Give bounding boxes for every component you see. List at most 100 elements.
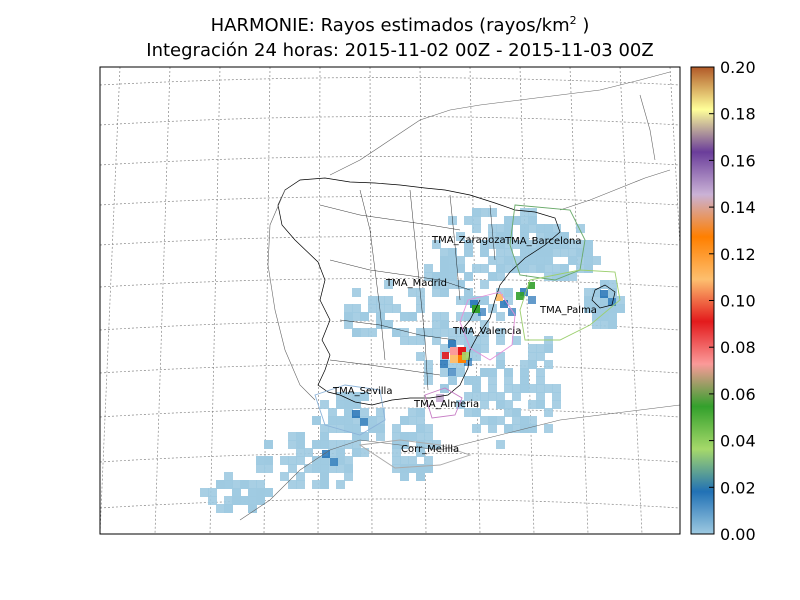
france-coast xyxy=(329,71,671,211)
density-cell xyxy=(288,464,297,473)
density-cell xyxy=(520,368,529,377)
density-cell xyxy=(478,308,486,316)
coastline xyxy=(277,177,616,406)
density-cell xyxy=(584,296,593,305)
density-cell xyxy=(464,248,473,257)
density-cell xyxy=(352,328,361,337)
density-cell xyxy=(424,464,433,473)
density-cell xyxy=(432,336,441,345)
density-cell xyxy=(400,472,409,481)
density-cell xyxy=(496,352,505,361)
density-cell xyxy=(544,336,553,345)
density-cell xyxy=(216,504,225,513)
density-cell xyxy=(440,248,449,257)
colorbar-gradient xyxy=(691,67,714,534)
density-cell xyxy=(376,296,385,305)
density-cell xyxy=(450,355,458,363)
density-cell xyxy=(568,272,577,281)
density-cell xyxy=(504,256,513,265)
density-cell xyxy=(416,336,425,345)
density-cell xyxy=(488,256,497,265)
density-cell xyxy=(504,248,513,257)
density-cell xyxy=(480,328,489,337)
density-cell xyxy=(496,240,505,249)
density-cell xyxy=(488,208,497,217)
density-cell xyxy=(376,424,385,433)
colorbar-tick-label: 0.02 xyxy=(720,478,756,497)
density-cell xyxy=(256,488,265,497)
density-cell xyxy=(504,424,513,433)
density-cell xyxy=(464,240,473,249)
density-cell xyxy=(512,264,521,273)
colorbar-tick-label: 0.06 xyxy=(720,385,756,404)
density-cell xyxy=(436,394,444,402)
density-cell xyxy=(488,376,497,385)
density-cell xyxy=(384,320,393,329)
density-cell xyxy=(368,304,377,313)
colorbar-tick-label: 0.18 xyxy=(720,105,756,124)
density-cell xyxy=(480,392,489,401)
density-cell xyxy=(456,328,465,337)
density-cell xyxy=(480,248,489,257)
density-cell xyxy=(296,448,305,457)
density-cell xyxy=(376,432,385,441)
density-cell xyxy=(208,496,217,505)
density-cell xyxy=(472,384,481,393)
density-cell xyxy=(504,368,513,377)
density-cell xyxy=(360,312,369,321)
density-cell xyxy=(508,308,516,316)
density-cell xyxy=(528,216,537,225)
density-cell xyxy=(304,464,313,473)
density-cell xyxy=(504,224,513,233)
density-cell xyxy=(336,440,345,449)
density-cell xyxy=(360,392,369,401)
density-cell xyxy=(472,312,481,321)
tma-almeria-outline xyxy=(424,387,463,419)
tma-barcelona-outline xyxy=(509,204,586,281)
density-cell xyxy=(544,256,553,265)
density-cell xyxy=(400,312,409,321)
tma-sevilla-outline xyxy=(314,384,386,436)
admin-borders xyxy=(319,189,496,391)
density-cell xyxy=(584,248,593,257)
density-cell xyxy=(480,400,489,409)
density-cell xyxy=(312,440,321,449)
density-cell xyxy=(504,216,513,225)
density-cell xyxy=(552,392,561,401)
density-cell xyxy=(608,280,617,289)
colorbar-tick-label: 0.12 xyxy=(720,245,756,264)
density-cell xyxy=(584,304,593,313)
density-cell xyxy=(480,240,489,249)
density-cell xyxy=(440,312,449,321)
density-cell xyxy=(480,368,489,377)
label-tma-almeria: TMA_Almeria xyxy=(413,399,479,410)
density-cell xyxy=(472,216,481,225)
density-cell xyxy=(344,392,353,401)
density-cell xyxy=(328,448,337,457)
density-cell xyxy=(248,496,257,505)
density-cell xyxy=(360,432,369,441)
label-tma-barcelona: TMA_Barcelona xyxy=(504,236,581,247)
density-cell xyxy=(248,480,257,489)
density-cell xyxy=(528,344,537,353)
density-cell xyxy=(432,240,441,249)
density-cell xyxy=(352,392,361,401)
density-cell xyxy=(440,344,449,353)
density-cell xyxy=(392,456,401,465)
density-cell xyxy=(400,440,409,449)
density-cell xyxy=(544,248,553,257)
density-cell xyxy=(464,392,473,401)
density-cell xyxy=(496,416,505,425)
density-cell xyxy=(440,288,449,297)
density-cell xyxy=(448,248,457,257)
density-cell xyxy=(336,448,345,457)
colorbar-tick-label: 0.16 xyxy=(720,151,756,170)
colorbar-ticks: 0.00 0.02 0.04 0.06 0.08 0.10 0.12 0.14 0.16 0.18… xyxy=(709,58,756,544)
density-cell xyxy=(496,392,505,401)
density-cell xyxy=(456,360,465,369)
density-cell xyxy=(552,400,561,409)
density-cell xyxy=(496,294,503,301)
density-cell xyxy=(464,272,473,281)
density-cell xyxy=(504,288,513,297)
density-cell xyxy=(400,464,409,473)
